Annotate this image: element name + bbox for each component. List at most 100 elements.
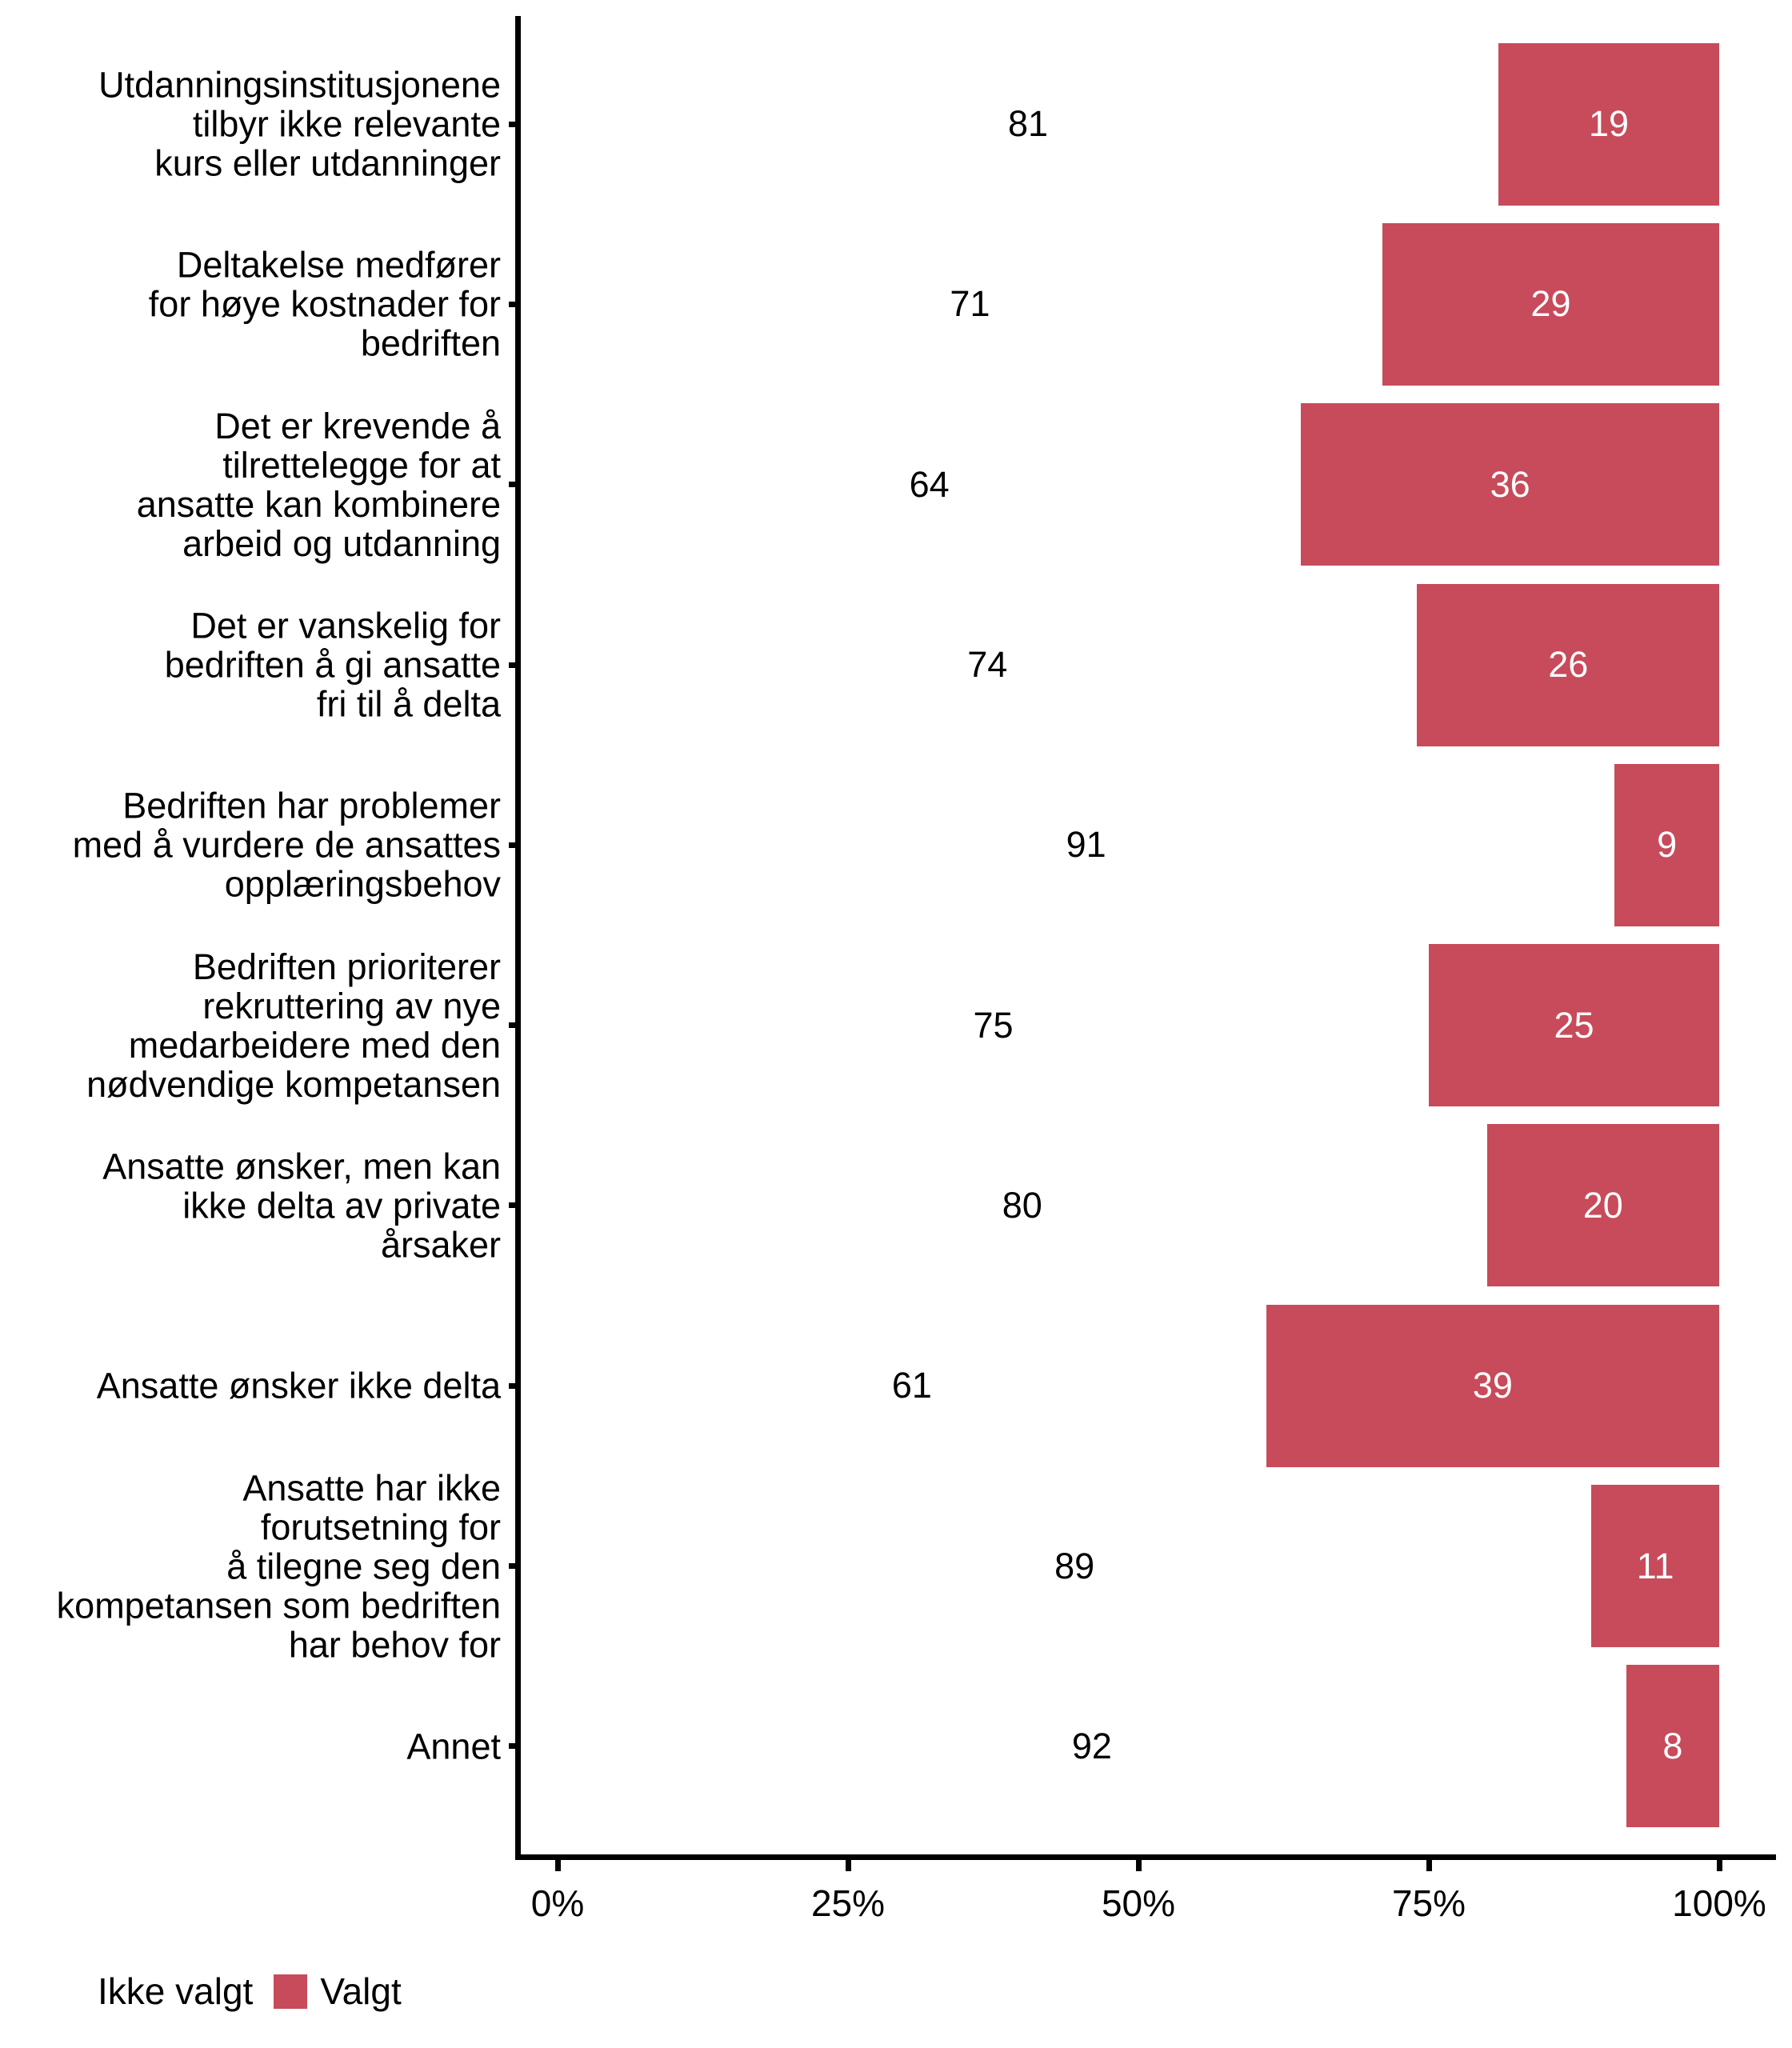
category-label-line: Deltakelse medfører — [176, 244, 501, 286]
x-axis-line — [515, 1854, 1776, 1860]
category-label-line: fri til å delta — [316, 683, 501, 725]
category-label: Deltakelse medfører for høye kostnader fo… — [0, 246, 501, 363]
y-tick — [509, 482, 520, 488]
category-label-line: forutsetning for — [260, 1506, 501, 1548]
category-label-line: Ansatte ønsker ikke delta — [96, 1365, 501, 1406]
category-label-line: for høye kostnader for — [148, 283, 501, 325]
legend-label-selected: Valgt — [320, 1970, 402, 2012]
x-tick — [1135, 1860, 1142, 1871]
value-label-not-selected: 91 — [1066, 824, 1106, 866]
value-label-not-selected: 64 — [909, 463, 950, 505]
category-label-line: opplæringsbehov — [224, 863, 501, 905]
category-label-line: Det er vanskelig for — [190, 605, 501, 646]
category-label-line: bedriften å gi ansatte — [164, 644, 501, 686]
category-label-line: Det er krevende å — [214, 405, 501, 446]
value-label-not-selected: 92 — [1071, 1725, 1112, 1766]
value-label-selected: 20 — [1582, 1184, 1623, 1226]
value-label-selected: 11 — [1636, 1545, 1674, 1586]
value-label-not-selected: 80 — [1002, 1184, 1042, 1226]
category-label-line: Ansatte har ikke — [242, 1467, 501, 1509]
category-label-line: rekruttering av nye — [202, 985, 501, 1026]
x-tick-label: 100% — [1672, 1882, 1766, 1924]
bar-segment-selected — [1382, 222, 1719, 386]
category-label-line: å tilegne seg den — [226, 1546, 501, 1587]
category-label-line: Utdanningsinstitusjonene — [98, 64, 501, 106]
y-tick — [509, 1202, 520, 1209]
y-tick — [509, 1563, 520, 1570]
category-label-line: ikke delta av private — [182, 1185, 501, 1226]
y-tick — [509, 121, 520, 127]
x-tick-label: 25% — [810, 1882, 886, 1924]
x-tick — [1716, 1860, 1722, 1871]
value-label-not-selected: 81 — [1008, 103, 1049, 145]
bar-segment-not-selected — [558, 222, 1382, 386]
y-tick — [509, 662, 520, 668]
category-label-line: kurs eller utdanninger — [154, 142, 501, 184]
bar-segment-not-selected — [558, 1124, 1487, 1287]
legend-label-not-selected: Ikke valgt — [98, 1970, 254, 2012]
bar-segment-selected — [1417, 583, 1719, 746]
bar-segment-not-selected — [558, 42, 1499, 206]
bar-segment-not-selected — [558, 403, 1302, 566]
category-label-line: Annet — [406, 1726, 501, 1767]
category-label: Ansatte ønsker, men kan ikke delta av pri… — [0, 1146, 501, 1264]
value-label-selected: 9 — [1657, 824, 1678, 866]
category-label-line: kompetansen som bedriften — [56, 1585, 501, 1626]
x-tick-label: 50% — [1101, 1882, 1176, 1924]
legend: Ikke valgt Valgt — [51, 1970, 402, 2013]
value-label-selected: 36 — [1490, 463, 1530, 505]
category-label: Det er krevende å tilrettelegge for at ans… — [0, 406, 501, 563]
y-tick — [509, 1022, 520, 1029]
legend-item-not-selected: Ikke valgt — [51, 1970, 253, 2013]
category-label: Annet — [0, 1726, 501, 1766]
category-label-line: ansatte kan kombinere — [136, 483, 501, 525]
bar-segment-selected — [1614, 763, 1719, 926]
value-label-not-selected: 61 — [891, 1365, 932, 1406]
category-label-line: Bedriften prioriterer — [192, 946, 501, 987]
category-label-line: nødvendige kompetansen — [86, 1063, 501, 1105]
category-label: Bedriften prioriterer rekruttering av nye… — [0, 947, 501, 1104]
bar-segment-selected — [1626, 1665, 1719, 1828]
bar-segment-not-selected — [558, 583, 1418, 746]
bar-segment-not-selected — [558, 1485, 1592, 1648]
y-tick — [509, 1382, 520, 1389]
x-tick — [554, 1860, 561, 1871]
category-label: Det er vanskelig for bedriften å gi ansat… — [0, 606, 501, 724]
category-label: Bedriften har problemer med å vurdere de … — [0, 786, 501, 904]
value-label-selected: 29 — [1530, 283, 1571, 325]
bar-segment-selected — [1591, 1485, 1719, 1648]
bar-segment-selected — [1429, 944, 1719, 1107]
category-label-line: tilrettelegge for at — [222, 444, 501, 486]
value-label-not-selected: 89 — [1054, 1545, 1095, 1586]
category-label-line: tilbyr ikke relevante — [192, 103, 501, 145]
value-label-selected: 19 — [1589, 103, 1630, 145]
x-tick — [1426, 1860, 1432, 1871]
category-label-line: årsaker — [380, 1224, 501, 1266]
bar-segment-not-selected — [558, 1665, 1626, 1828]
category-label: Ansatte har ikke forutsetning for å tilegn… — [0, 1468, 501, 1664]
y-tick — [509, 1743, 520, 1750]
value-label-not-selected: 71 — [950, 283, 990, 325]
value-label-selected: 25 — [1554, 1004, 1594, 1046]
legend-item-selected: Valgt — [274, 1970, 402, 2013]
legend-key-not-selected-swatch — [51, 1974, 85, 2009]
value-label-not-selected: 75 — [973, 1004, 1014, 1046]
value-label-selected: 39 — [1472, 1365, 1513, 1406]
bar-segment-not-selected — [558, 763, 1615, 926]
category-label-line: medarbeidere med den — [128, 1024, 501, 1066]
x-tick — [845, 1860, 851, 1871]
category-label: Ansatte ønsker ikke delta — [0, 1366, 501, 1406]
bar-segment-selected — [1301, 403, 1719, 566]
bar-segment-selected — [1486, 1124, 1719, 1287]
value-label-not-selected: 74 — [967, 644, 1008, 686]
category-label: Utdanningsinstitusjonene tilbyr ikke rele… — [0, 66, 501, 183]
y-tick — [509, 842, 520, 848]
value-label-selected: 8 — [1662, 1725, 1683, 1766]
y-axis-line — [515, 16, 521, 1860]
category-label-line: Ansatte ønsker, men kan — [102, 1146, 501, 1187]
bar-segment-not-selected — [558, 1304, 1266, 1467]
x-tick-label: 75% — [1391, 1882, 1466, 1924]
category-label-line: arbeid og utdanning — [182, 522, 501, 564]
category-label-line: har behov for — [288, 1624, 501, 1666]
value-label-selected: 26 — [1548, 644, 1589, 686]
